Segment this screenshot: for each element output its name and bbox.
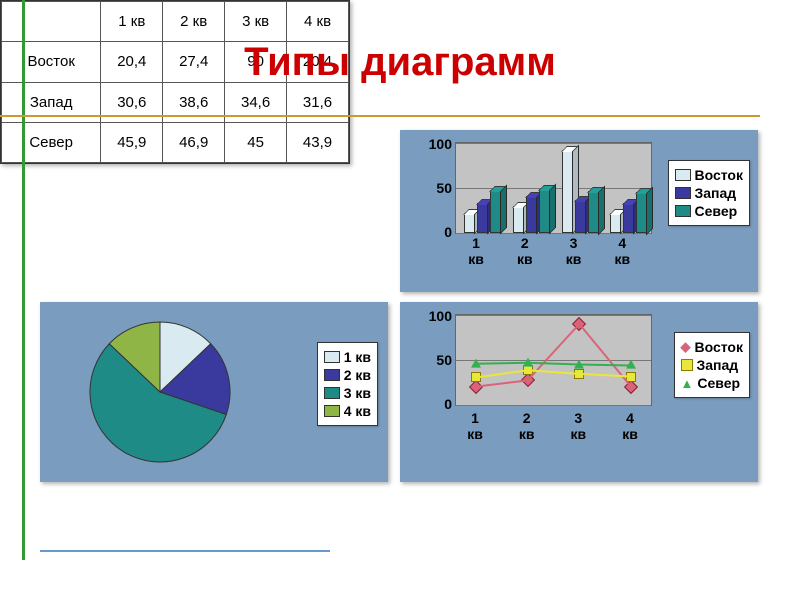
x-tick-label: 2кв [510,235,540,267]
x-tick-label: 4кв [607,235,637,267]
legend-marker-icon: ◆ [681,339,691,355]
table-header: 1 кв [101,2,163,42]
table-header: 3 кв [225,2,287,42]
line-chart-plot [455,314,652,406]
legend-label: 1 кв [344,349,371,365]
line-chart-panel: 100 50 0 ◆Восток Запад ▲Север 1кв 2кв 3кв 4… [400,302,758,482]
horizontal-accent-line [0,115,760,117]
pie-chart-legend: 1 кв 2 кв 3 кв 4 кв [317,342,378,426]
legend-label: Север [695,203,738,219]
legend-swatch [324,369,340,381]
table-header: 2 кв [163,2,225,42]
legend-label: Восток [695,167,744,183]
bar-chart-legend: Восток Запад Север [668,160,751,226]
page-title: Типы диаграмм [0,40,800,85]
y-tick: 50 [414,352,452,368]
footer-accent-line [40,550,330,552]
pie-chart-panel: 1 кв 2 кв 3 кв 4 кв [40,302,388,482]
y-tick: 50 [414,180,452,196]
legend-label: 2 кв [344,367,371,383]
y-tick: 0 [414,396,452,412]
line-chart-legend: ◆Восток Запад ▲Север [674,332,751,398]
legend-swatch [675,169,691,181]
legend-label: 4 кв [344,403,371,419]
table-header: 4 кв [287,2,349,42]
table-header-row: 1 кв 2 кв 3 кв 4 кв [2,2,349,42]
line-series [476,370,631,377]
x-tick-label: 4кв [615,410,645,442]
legend-marker-icon: ▲ [681,376,694,391]
legend-label: 3 кв [344,385,371,401]
legend-label: Запад [697,357,739,373]
legend-marker-icon [681,359,693,371]
legend-label: Восток [695,339,744,355]
legend-swatch [324,405,340,417]
y-tick: 100 [414,308,452,324]
x-tick-label: 1кв [460,410,490,442]
legend-label: Запад [695,185,737,201]
y-tick: 100 [414,136,452,152]
x-tick-label: 1кв [461,235,491,267]
x-tick-label: 2кв [512,410,542,442]
x-tick-label: 3кв [559,235,589,267]
y-tick: 0 [414,224,452,240]
x-tick-label: 3кв [563,410,593,442]
legend-swatch [675,205,691,217]
line-series [476,324,631,387]
bar-chart-plot [455,142,652,234]
legend-swatch [324,387,340,399]
table-header [2,2,101,42]
bar-chart-panel: 100 50 0 Восток Запад Север 1кв 2кв 3кв 4кв [400,130,758,292]
legend-swatch [675,187,691,199]
table-row: Север 45,9 46,9 45 43,9 [2,122,349,162]
legend-label: Север [697,375,740,391]
line-series [476,363,631,366]
pie-chart [70,312,250,472]
legend-swatch [324,351,340,363]
